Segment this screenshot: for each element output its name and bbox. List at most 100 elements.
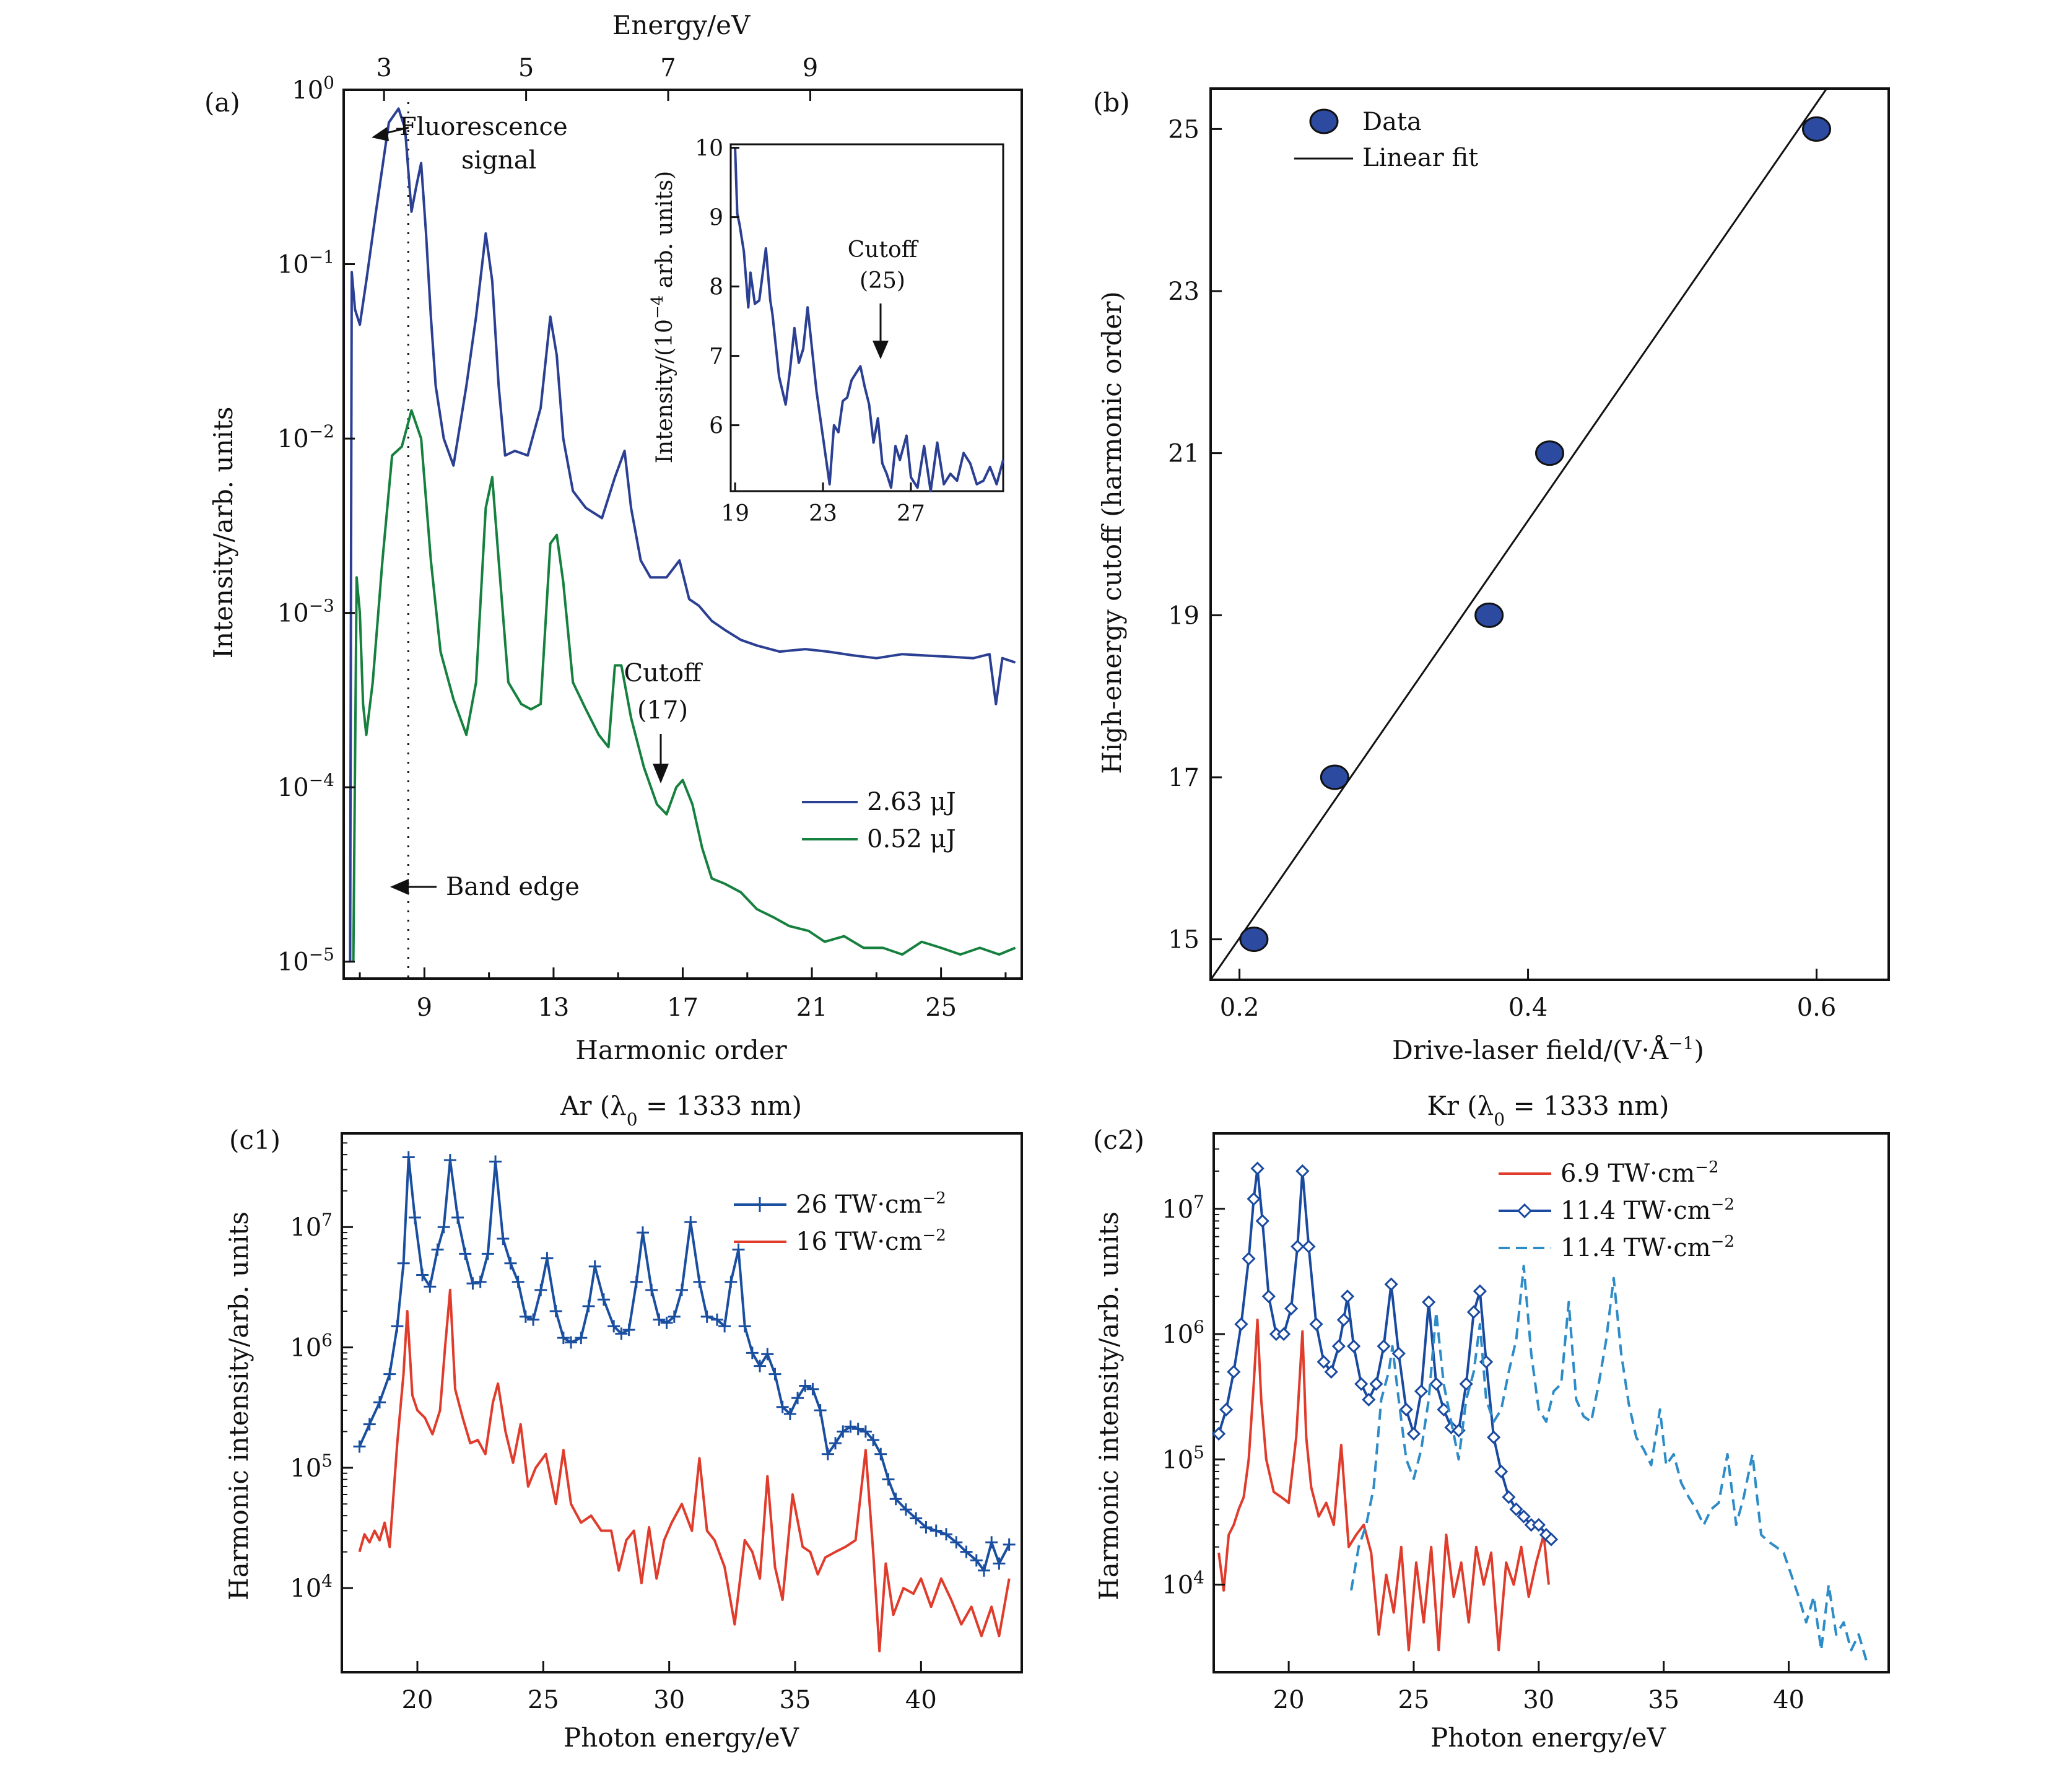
plus-marker xyxy=(693,1275,706,1288)
b-xlabel-exp: −1 xyxy=(1668,1033,1694,1054)
plus-marker xyxy=(676,1283,688,1296)
plus-marker xyxy=(549,1305,562,1318)
plus-marker xyxy=(668,1310,681,1323)
c2-title-sub: 0 xyxy=(1494,1109,1505,1130)
x2-tick-label: 5 xyxy=(518,54,534,82)
plus-marker xyxy=(859,1425,872,1438)
diamond-marker xyxy=(1302,1239,1316,1254)
plus-marker xyxy=(424,1280,437,1293)
diamond-marker xyxy=(1354,1377,1369,1391)
cutoff-25-arrow-icon xyxy=(873,303,889,359)
inset-y-tick-label: 7 xyxy=(709,344,723,370)
plus-marker xyxy=(768,1368,781,1381)
plus-marker xyxy=(882,1473,895,1486)
legend-label-16tw: 16 TW·cm−2 xyxy=(796,1226,946,1256)
series-line-0 xyxy=(1217,1319,1550,1652)
inset-chart: 19 23 27 6 7 8 9 10 Intensity/(10−4 arb. units)… xyxy=(648,136,1004,526)
b-x-axis-title: Drive-laser field/(V·Å−1) xyxy=(1392,1033,1704,1066)
diamond-marker xyxy=(1324,1364,1338,1379)
c1-y-axis-title: Harmonic intensity/arb. units xyxy=(224,1211,254,1600)
diamond-marker xyxy=(1531,1517,1546,1532)
x-tick-label: 30 xyxy=(653,1686,685,1714)
x-tick-label: 25 xyxy=(925,993,957,1022)
plus-marker xyxy=(978,1564,990,1577)
legend-11-4tw-a-exp: −2 xyxy=(1711,1195,1735,1214)
diamond-marker xyxy=(1295,1164,1310,1179)
plus-marker xyxy=(373,1396,386,1409)
legend-marker-diamond-icon xyxy=(1517,1203,1533,1219)
plus-marker xyxy=(829,1437,842,1450)
y-tick-label: 106 xyxy=(1162,1317,1204,1350)
data-point xyxy=(1474,602,1504,628)
plus-marker xyxy=(459,1247,472,1260)
plus-marker xyxy=(622,1324,635,1337)
inset-series-line xyxy=(734,147,1004,492)
diamond-marker xyxy=(1291,1239,1305,1254)
legend-label-2-63: 2.63 μJ xyxy=(867,788,956,816)
c1-title-sub: 0 xyxy=(627,1109,638,1130)
diamond-marker xyxy=(1544,1532,1559,1547)
b-y-tick-label: 23 xyxy=(1168,277,1199,306)
legend-26tw-base: 26 TW·cm xyxy=(796,1190,922,1219)
plus-marker xyxy=(660,1316,673,1329)
cutoff-25-label: Cutoff xyxy=(848,237,919,263)
legend-a: 2.63 μJ 0.52 μJ xyxy=(802,788,956,853)
plus-marker xyxy=(437,1221,450,1234)
plus-marker xyxy=(489,1155,502,1168)
plus-marker xyxy=(408,1211,421,1224)
plus-marker xyxy=(431,1243,444,1256)
legend-label-26tw: 26 TW·cm−2 xyxy=(796,1189,946,1219)
inset-ylabel-exp: −4 xyxy=(648,295,667,319)
panel-label-c2: (c2) xyxy=(1093,1125,1144,1155)
plus-marker xyxy=(844,1420,857,1433)
diamond-marker xyxy=(1429,1377,1443,1391)
diamond-marker xyxy=(1261,1289,1276,1304)
plus-marker xyxy=(761,1348,774,1361)
cutoff-25-value: (25) xyxy=(860,268,905,294)
y-tick-label: 105 xyxy=(290,1450,333,1483)
y-tick-label: 107 xyxy=(1162,1191,1204,1224)
x-tick-label: 20 xyxy=(1273,1686,1305,1714)
plus-marker xyxy=(504,1257,517,1270)
diamond-marker xyxy=(1487,1430,1501,1444)
diamond-marker xyxy=(1377,1339,1391,1353)
b-y-axis-title: High-energy cutoff (harmonic order) xyxy=(1097,291,1127,774)
panel-label-a: (a) xyxy=(204,87,240,118)
cutoff-17-value: (17) xyxy=(637,696,688,725)
plus-marker xyxy=(920,1521,933,1534)
x2-tick-label: 9 xyxy=(803,54,818,82)
band-edge-label: Band edge xyxy=(446,873,580,901)
plus-marker xyxy=(910,1512,923,1525)
x-tick-label: 20 xyxy=(402,1686,433,1714)
plus-marker xyxy=(814,1404,827,1417)
plus-marker xyxy=(950,1536,963,1549)
diamond-marker xyxy=(1422,1295,1436,1309)
plus-marker xyxy=(799,1379,812,1392)
plus-marker xyxy=(754,1359,767,1372)
series-line-0 xyxy=(349,107,1016,962)
plus-marker xyxy=(791,1392,804,1405)
inset-y-axis-title: Intensity/(10−4 arb. units) xyxy=(648,171,677,463)
plus-marker xyxy=(607,1320,620,1333)
diamond-marker xyxy=(1234,1317,1248,1332)
legend-16tw-exp: −2 xyxy=(922,1226,946,1245)
diamond-marker xyxy=(1242,1252,1256,1266)
diamond-marker xyxy=(1362,1392,1376,1407)
plus-marker xyxy=(732,1243,745,1256)
y-tick-label: 105 xyxy=(1162,1442,1204,1475)
plus-marker xyxy=(929,1524,942,1537)
diamond-marker xyxy=(1502,1490,1516,1504)
cutoff-17-label: Cutoff xyxy=(624,659,703,687)
plus-marker xyxy=(940,1528,952,1541)
y-tick-label: 104 xyxy=(290,1571,333,1603)
diamond-marker xyxy=(1466,1305,1481,1319)
plus-marker xyxy=(466,1277,479,1290)
plus-marker xyxy=(443,1154,456,1167)
plus-marker xyxy=(451,1211,464,1224)
legend-label-6-9tw: 6.9 TW·cm−2 xyxy=(1561,1158,1719,1188)
x-tick-label: 17 xyxy=(667,993,699,1022)
panel-b-frame xyxy=(1209,87,1890,981)
b-xlabel-base: Drive-laser field/(V·Å xyxy=(1392,1034,1669,1065)
legend-11-4tw-b-exp: −2 xyxy=(1711,1232,1735,1251)
b-y-tick-label: 25 xyxy=(1168,115,1199,144)
